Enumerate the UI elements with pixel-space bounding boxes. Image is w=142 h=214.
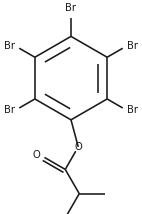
Text: O: O bbox=[32, 150, 40, 160]
Text: O: O bbox=[74, 142, 82, 152]
Text: Br: Br bbox=[127, 106, 138, 116]
Text: Br: Br bbox=[4, 41, 15, 51]
Text: Br: Br bbox=[127, 41, 138, 51]
Text: Br: Br bbox=[65, 3, 77, 13]
Text: Br: Br bbox=[4, 106, 15, 116]
